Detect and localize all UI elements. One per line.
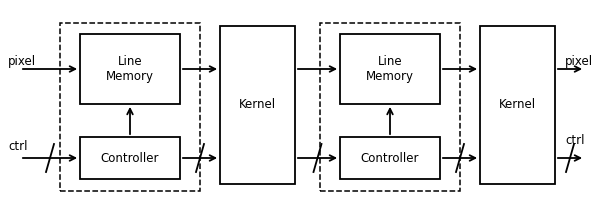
Text: Controller: Controller [361, 152, 419, 164]
Bar [60, 23, 200, 191]
Bar [480, 26, 555, 184]
Text: Line
Memory: Line Memory [106, 55, 154, 83]
Text: ctrl: ctrl [8, 140, 27, 153]
Text: Kernel: Kernel [239, 98, 276, 111]
Text: Controller: Controller [101, 152, 159, 164]
Text: Line
Memory: Line Memory [366, 55, 414, 83]
Bar [340, 137, 440, 179]
Bar [340, 34, 440, 104]
Bar [320, 23, 460, 191]
Text: pixel: pixel [565, 55, 593, 68]
Bar [80, 34, 180, 104]
Bar [80, 137, 180, 179]
Text: pixel: pixel [8, 55, 36, 68]
Text: Kernel: Kernel [499, 98, 536, 111]
Text: ctrl: ctrl [565, 135, 584, 148]
Bar [220, 26, 295, 184]
